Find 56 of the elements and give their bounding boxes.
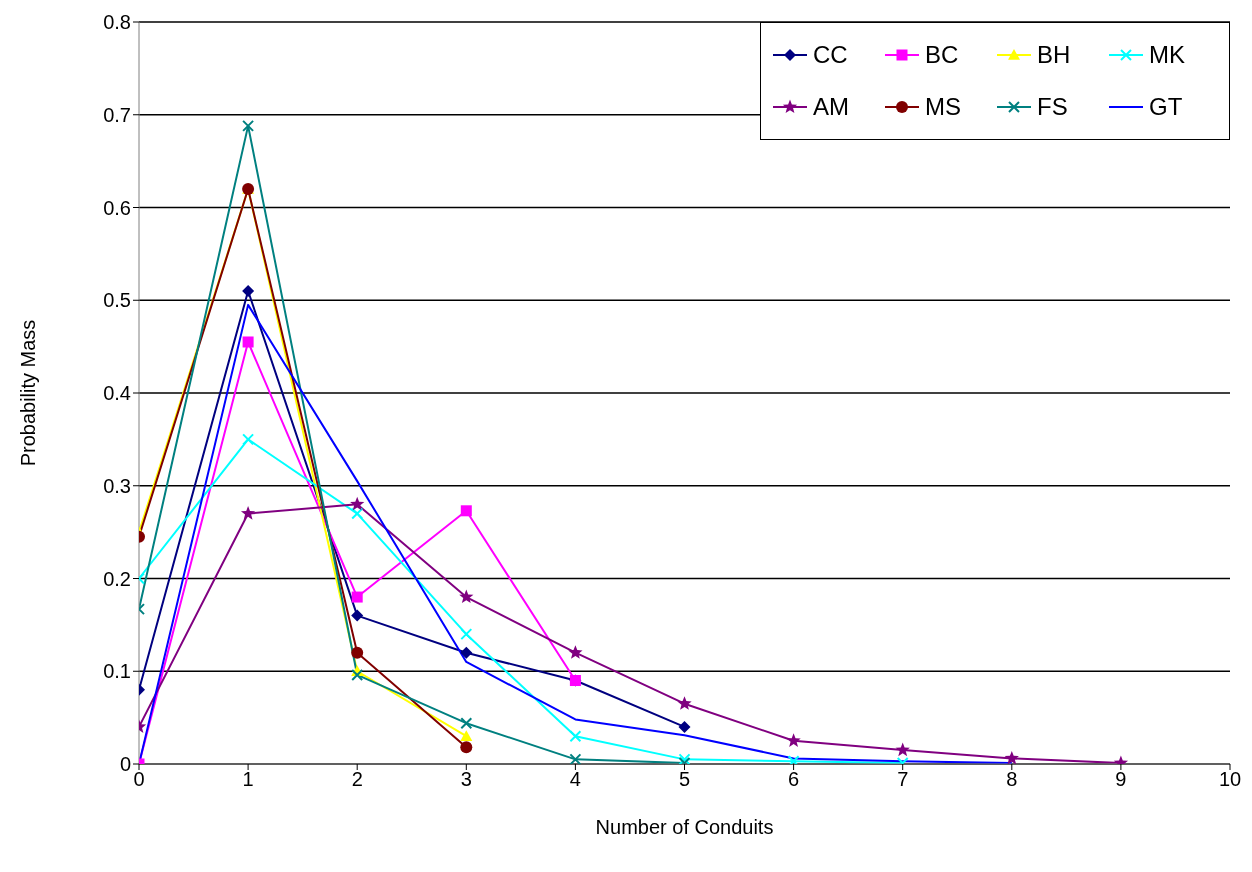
legend-label: MS bbox=[925, 93, 961, 121]
x-tick-label: 2 bbox=[351, 768, 363, 791]
x-axis-title: Number of Conduits bbox=[595, 816, 774, 838]
point bbox=[569, 730, 582, 743]
point bbox=[351, 668, 364, 681]
x-tick-label: 6 bbox=[788, 768, 800, 791]
point bbox=[1004, 750, 1019, 764]
point bbox=[460, 628, 473, 641]
legend-label: CC bbox=[813, 41, 848, 69]
point bbox=[678, 720, 691, 733]
point bbox=[242, 119, 255, 132]
y-tick-label: 0.8 bbox=[103, 11, 131, 34]
point bbox=[242, 336, 254, 348]
y-tick-label: 0.2 bbox=[103, 567, 131, 590]
point bbox=[677, 696, 692, 710]
point bbox=[569, 753, 582, 764]
x-tick-label: 0 bbox=[133, 768, 145, 791]
y-tick-label: 0.6 bbox=[103, 196, 131, 219]
x-tick-label: 8 bbox=[1006, 768, 1018, 791]
y-tick-label: 0.1 bbox=[103, 660, 131, 683]
point bbox=[351, 507, 364, 520]
y-axis-title: Probability Mass bbox=[17, 319, 40, 467]
legend-label: BC bbox=[925, 41, 959, 69]
y-tick-label: 0.4 bbox=[103, 382, 131, 405]
point bbox=[242, 284, 255, 297]
legend-label: BH bbox=[1037, 41, 1071, 69]
point bbox=[460, 646, 473, 659]
legend-label: FS bbox=[1037, 93, 1068, 121]
point bbox=[786, 733, 801, 747]
x-tick-label: 1 bbox=[242, 768, 254, 791]
y-tick-label: 0 bbox=[119, 753, 131, 776]
point bbox=[460, 730, 473, 741]
point bbox=[351, 646, 364, 659]
y-tick-label: 0.5 bbox=[103, 289, 131, 312]
x-tick-label: 5 bbox=[678, 768, 691, 791]
point bbox=[460, 717, 473, 730]
legend-label: GT bbox=[1149, 93, 1183, 121]
y-tick-label: 0.7 bbox=[103, 103, 131, 126]
point bbox=[459, 589, 474, 604]
x-tick-label: 3 bbox=[460, 768, 472, 791]
point bbox=[240, 506, 256, 520]
legend-label: MK bbox=[1149, 41, 1185, 69]
point bbox=[895, 742, 910, 757]
y-tick-label: 0.3 bbox=[103, 474, 131, 497]
x-tick-label: 7 bbox=[897, 768, 909, 791]
x-tick-label: 10 bbox=[1218, 768, 1242, 791]
point bbox=[460, 741, 473, 754]
legend-label: AM bbox=[813, 93, 849, 121]
point bbox=[242, 433, 255, 446]
x-tick-label: 4 bbox=[569, 768, 581, 791]
point bbox=[351, 591, 363, 603]
x-tick-label: 9 bbox=[1115, 768, 1127, 791]
point bbox=[460, 505, 472, 517]
point bbox=[351, 609, 364, 622]
point bbox=[568, 645, 583, 659]
point bbox=[350, 496, 365, 511]
